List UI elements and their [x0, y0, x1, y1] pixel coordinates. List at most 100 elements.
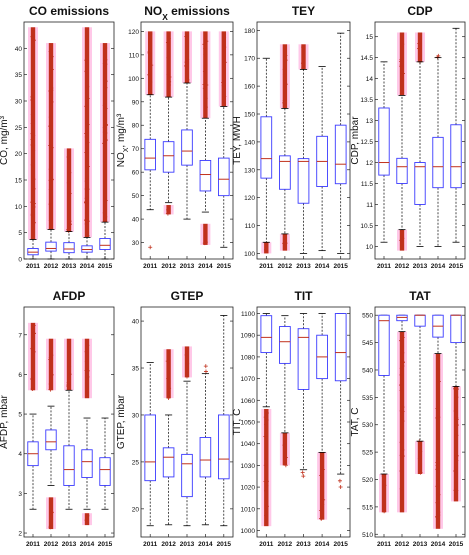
iqr-box	[396, 157, 408, 184]
y-tick-label: 20	[15, 151, 23, 158]
outlier-marker	[222, 94, 227, 99]
outlier-marker	[31, 349, 36, 354]
outlier-marker	[66, 227, 71, 232]
outlier-marker	[48, 387, 53, 392]
outlier-band	[282, 432, 288, 466]
x-tick-label: 2013	[62, 263, 77, 270]
outlier-band	[84, 338, 90, 399]
y-tick-label: 0	[18, 257, 22, 264]
outlier-marker	[435, 467, 440, 472]
outlier-marker	[454, 415, 459, 420]
panel-afdp: AFDP AFDP, mbar 2 3 4 5 6 7 2011 2012 2013 2014 2015	[0, 289, 115, 548]
outlier-marker	[436, 367, 441, 372]
outlier-marker	[48, 124, 53, 129]
box-2011	[378, 61, 390, 243]
box-2015	[218, 31, 230, 248]
y-axis-label: NOX, mg/m³	[116, 113, 130, 167]
outlier-marker	[48, 49, 53, 54]
panel-tey: TEY TEY, MWH 100 110 120 130 140 150 160 170 180 20…	[232, 4, 351, 270]
iqr-box	[450, 314, 462, 344]
box-2015	[334, 32, 347, 254]
outlier-marker	[48, 357, 53, 362]
outlier-band	[282, 233, 288, 251]
y-tick-label: 1100	[241, 311, 255, 318]
outlier-marker	[30, 142, 35, 147]
outlier-marker	[417, 41, 422, 46]
outlier-marker	[338, 485, 343, 490]
box-2012	[396, 32, 408, 251]
iqr-box	[81, 245, 93, 253]
outlier-marker	[204, 83, 209, 88]
y-tick-label: 25	[15, 125, 23, 132]
outlier-marker	[203, 96, 208, 101]
outlier-marker	[85, 96, 90, 101]
panel-title: CDP	[407, 4, 432, 18]
outlier-band	[417, 32, 423, 62]
x-tick-label: 2012	[278, 263, 293, 270]
y-tick-label: 100	[244, 251, 255, 258]
iqr-box	[99, 457, 111, 486]
box-2015	[450, 27, 462, 243]
box-2013	[297, 44, 310, 254]
outlier-marker	[67, 372, 72, 377]
y-tick-label: 5	[18, 230, 22, 237]
outlier-marker	[84, 349, 89, 354]
outlier-marker	[436, 456, 441, 461]
outlier-marker	[400, 42, 405, 47]
box-2011	[144, 361, 156, 527]
outlier-marker	[85, 84, 90, 89]
box-2012	[279, 315, 291, 468]
outlier-marker	[48, 381, 53, 386]
outlier-marker	[84, 104, 89, 109]
outlier-marker	[166, 36, 171, 41]
outlier-band	[399, 331, 405, 513]
outlier-marker	[66, 180, 71, 185]
outlier-marker	[49, 54, 54, 59]
outlier-marker	[264, 513, 269, 518]
outlier-marker	[283, 463, 288, 468]
box-2015	[99, 43, 111, 260]
outlier-marker	[148, 245, 153, 250]
outlier-marker	[222, 45, 227, 50]
outlier-marker	[31, 323, 36, 328]
outlier-marker	[184, 34, 189, 39]
x-tick-label: 2012	[161, 263, 176, 270]
outlier-marker	[85, 140, 90, 145]
outlier-marker	[264, 504, 269, 509]
iqr-box	[414, 162, 426, 205]
y-tick-label: 11	[366, 202, 373, 209]
x-tick-label: 2011	[143, 541, 157, 548]
outlier-marker	[30, 121, 35, 126]
outlier-marker	[264, 422, 269, 427]
outlier-marker	[221, 83, 226, 88]
outlier-marker	[320, 502, 325, 507]
outlier-marker	[264, 488, 269, 493]
outlier-band	[203, 223, 208, 245]
outlier-marker	[103, 138, 108, 143]
y-tick-label: 50	[132, 193, 140, 200]
outlier-band	[84, 27, 90, 238]
outlier-marker	[149, 63, 154, 68]
y-tick-label: 1050	[241, 420, 256, 427]
box-2014	[81, 338, 93, 526]
panel-tat: TAT TAT, C 510 515 520 525 530 535 540 545 550 2011…	[350, 289, 466, 548]
box-2013	[63, 148, 75, 260]
y-tick-label: 1080	[241, 354, 256, 361]
outlier-marker	[165, 359, 170, 364]
outlier-band	[148, 31, 153, 95]
outlier-marker	[263, 479, 268, 484]
outlier-marker	[400, 71, 405, 76]
iqr-box	[199, 159, 212, 192]
outlier-marker	[49, 177, 54, 182]
y-tick-label: 15	[15, 178, 23, 185]
y-tick-label: 12	[366, 160, 374, 167]
outlier-marker	[31, 143, 36, 148]
outlier-marker	[185, 361, 190, 366]
x-tick-label: 2014	[315, 541, 330, 548]
box-2014	[316, 313, 328, 521]
outlier-marker	[319, 508, 324, 513]
outlier-marker	[264, 483, 269, 488]
outlier-marker	[399, 468, 404, 473]
panel-tit: TIT TIT, C 1000 1010 1020 1030 1040 1050 1060 107…	[232, 289, 351, 548]
